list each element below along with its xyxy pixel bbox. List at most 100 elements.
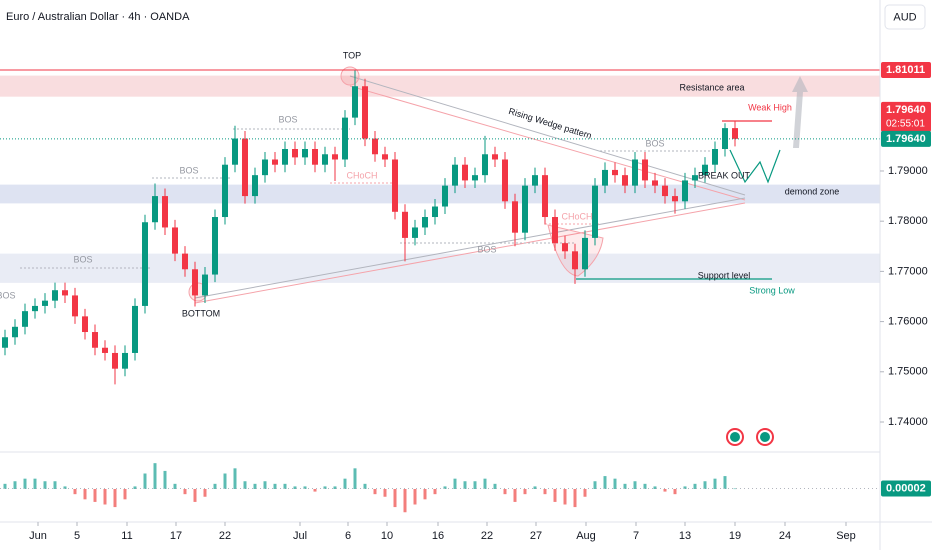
oscillator-bar <box>33 478 37 489</box>
candle-body <box>72 295 78 317</box>
oscillator-bar <box>273 483 277 489</box>
candle-body <box>312 148 318 165</box>
candle-body <box>522 185 528 233</box>
oscillator-bar <box>253 483 257 489</box>
oscillator-bar <box>453 478 457 489</box>
candle-body <box>202 274 208 296</box>
oscillator-bar <box>653 486 657 489</box>
candle-body <box>642 159 648 181</box>
candle-body <box>32 305 38 312</box>
candle-body <box>672 196 678 202</box>
candle-body <box>2 337 8 348</box>
candle-body <box>352 86 358 118</box>
oscillator-bar <box>83 489 87 500</box>
oscillator-bar <box>513 489 517 502</box>
oscillator-bar <box>313 489 317 492</box>
projection-arrow <box>792 76 808 148</box>
candle-body <box>232 138 238 165</box>
candle-body <box>382 154 388 160</box>
x-tick-label: 6 <box>345 530 351 542</box>
x-tick-label: 19 <box>729 530 741 542</box>
wedge-upper-inner <box>349 85 746 201</box>
candle-body <box>662 185 668 197</box>
candle-body <box>432 206 438 218</box>
oscillator-bar <box>623 483 627 489</box>
oscillator-bar <box>693 483 697 489</box>
oscillator-tag-label: 0.00002 <box>886 482 926 494</box>
annotation: BOS <box>179 165 198 175</box>
oscillator-bar <box>683 486 687 489</box>
oscillator-bar <box>3 483 7 489</box>
oscillator-bar <box>303 486 307 489</box>
oscillator-bar <box>643 483 647 489</box>
candle-body <box>392 159 398 212</box>
oscillator <box>0 463 880 513</box>
oscillator-bar <box>403 489 407 513</box>
oscillator-bar <box>423 489 427 500</box>
x-tick-label: 5 <box>74 530 80 542</box>
candle-body <box>602 169 608 186</box>
oscillator-bar <box>433 489 437 495</box>
annotation: BOTTOM <box>182 308 220 318</box>
oscillator-bar <box>563 489 567 505</box>
oscillator-bar <box>233 468 237 489</box>
candle-body <box>582 237 588 270</box>
oscillator-bar <box>503 489 507 495</box>
x-tick-label: 17 <box>170 530 182 542</box>
price-tag <box>881 101 931 132</box>
oscillator-bar <box>523 489 527 495</box>
annotation: BOS <box>73 254 92 264</box>
candle-body <box>252 175 258 197</box>
candle-body <box>242 138 248 197</box>
candle-body <box>512 201 518 233</box>
price-tag-label: 1.79640 <box>886 133 926 145</box>
x-tick-label: Jul <box>293 530 307 542</box>
annotation: Support level <box>698 270 751 280</box>
annotation: Strong Low <box>749 285 795 295</box>
price-tag <box>881 130 931 147</box>
candle-body <box>632 159 638 186</box>
candle-body <box>182 253 188 270</box>
candle-body <box>572 251 578 270</box>
currency-button[interactable] <box>884 4 926 30</box>
candle-body <box>682 180 688 202</box>
chart-title: Euro / Australian Dollar · 4h · OANDA <box>6 11 190 23</box>
oscillator-bar <box>93 489 97 502</box>
oscillator-bar <box>163 470 167 489</box>
candle-body <box>112 352 118 369</box>
candle-body <box>422 217 428 228</box>
x-tick-label: Aug <box>576 530 596 542</box>
oscillator-bar <box>473 481 477 489</box>
candle-body <box>132 305 138 353</box>
candle-body <box>12 326 18 338</box>
x-tick-label: 24 <box>779 530 791 542</box>
oscillator-bar <box>343 478 347 489</box>
annotation: BOS <box>477 244 496 254</box>
candle-body <box>262 159 268 176</box>
candle-body <box>612 169 618 176</box>
oscillator-tag <box>881 480 931 497</box>
candle-body <box>562 243 568 252</box>
candle-body <box>292 148 298 158</box>
y-tick-label: 1.76000 <box>888 315 928 327</box>
oscillator-bar <box>183 489 187 495</box>
levels <box>0 69 880 140</box>
oscillator-bar <box>443 486 447 489</box>
candle-body <box>82 316 88 333</box>
oscillator-bar <box>63 486 67 489</box>
oscillator-bar <box>73 489 77 495</box>
price-tag-label: 1.81011 <box>886 64 925 76</box>
candle-body <box>532 175 538 186</box>
oscillator-bar <box>383 489 387 497</box>
candle-body <box>122 352 128 369</box>
price-tag <box>881 62 931 79</box>
candle-body <box>492 154 498 160</box>
annotation: CHoCH <box>561 211 592 221</box>
price-tag-label: 1.79640 <box>886 104 926 116</box>
candle-body <box>402 211 408 238</box>
zone <box>0 75 880 97</box>
candle-body <box>362 86 368 139</box>
candle-body <box>702 164 708 176</box>
candle-body <box>482 154 488 176</box>
oscillator-bar <box>713 478 717 489</box>
